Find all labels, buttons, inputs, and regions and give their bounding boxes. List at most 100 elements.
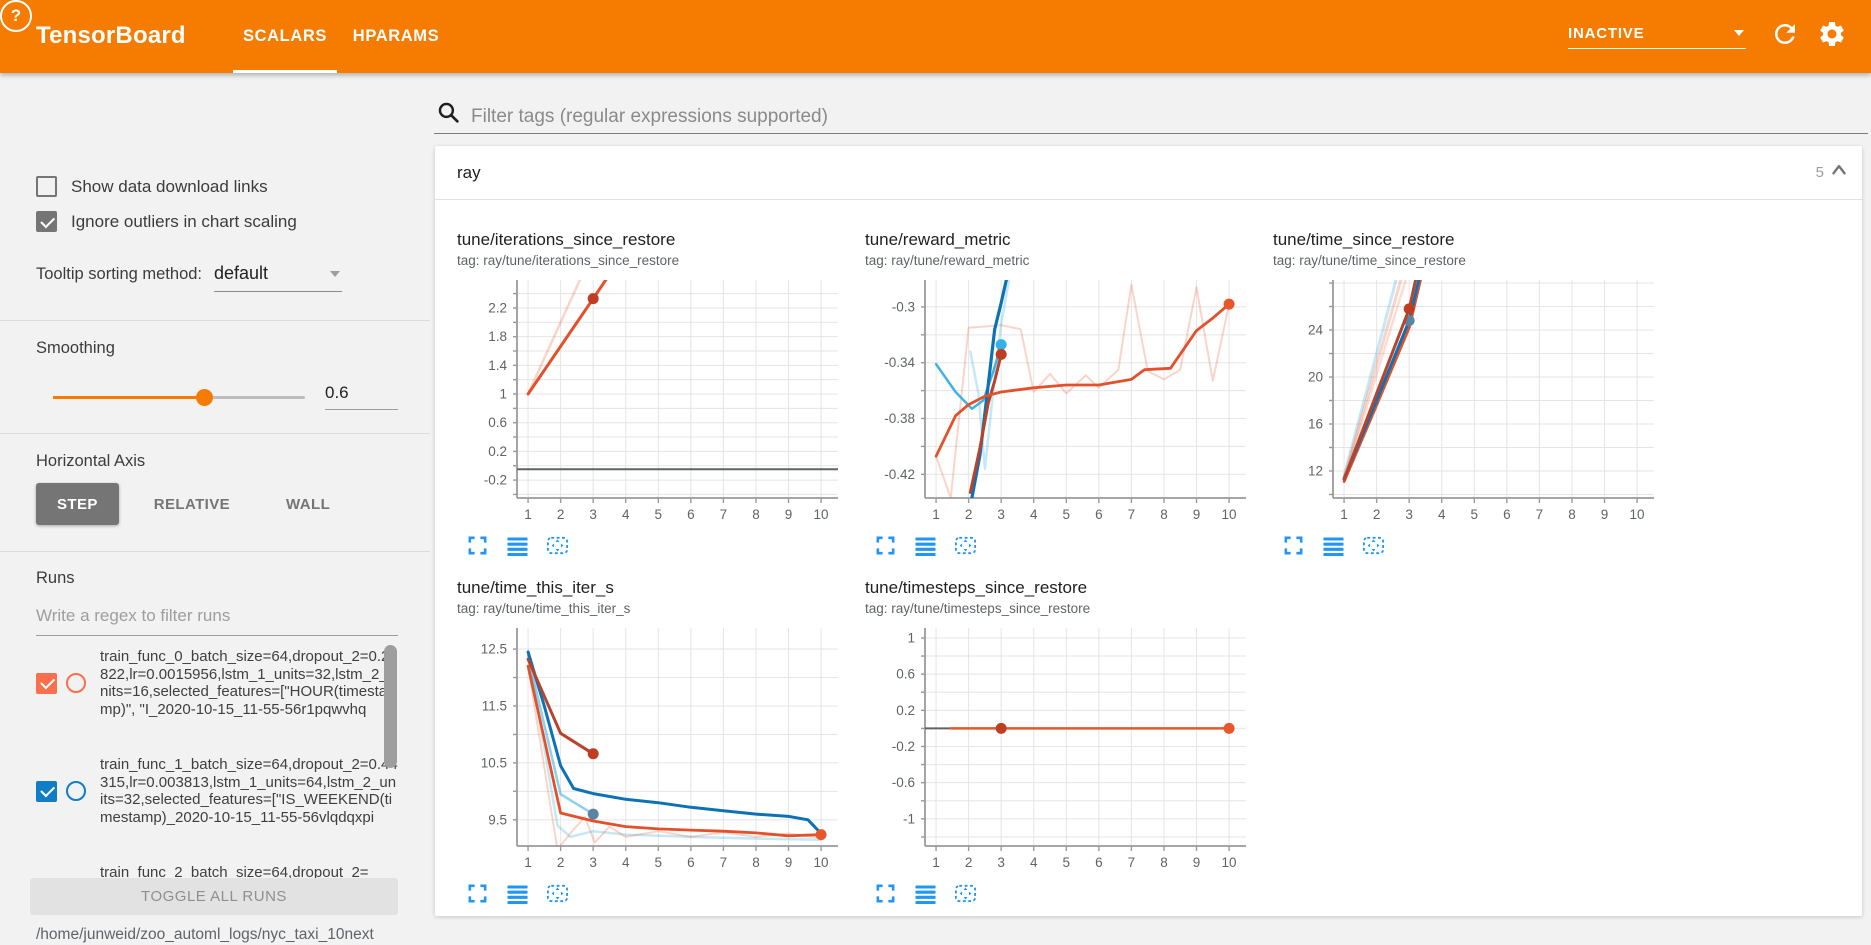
svg-text:16: 16 — [1308, 417, 1323, 432]
chart-plot[interactable]: 1 0.6 0.2 -0.2 -0.6 -1 1 2 3 4 5 6 7 8 9 10 — [865, 624, 1250, 870]
svg-text:10: 10 — [1222, 507, 1237, 521]
tooltip-sorting-select[interactable]: default — [214, 263, 343, 292]
svg-text:10: 10 — [814, 855, 829, 869]
svg-text:4: 4 — [622, 507, 630, 521]
run-visibility-checkbox[interactable] — [36, 780, 57, 802]
svg-text:8: 8 — [1568, 507, 1576, 521]
axis-step-button[interactable]: STEP — [36, 483, 119, 525]
chart-toolbar — [457, 534, 842, 558]
expand-icon[interactable] — [873, 882, 897, 906]
chart-toolbar — [457, 882, 842, 906]
chart-tag: tag: ray/tune/time_this_iter_s — [457, 601, 631, 616]
svg-text:7: 7 — [1536, 507, 1544, 521]
data-table-icon[interactable] — [505, 882, 529, 906]
axis-relative-button[interactable]: RELATIVE — [133, 483, 251, 525]
horizontal-axis-label: Horizontal Axis — [36, 452, 146, 470]
chevron-up-icon[interactable] — [1828, 159, 1850, 186]
fit-domain-icon[interactable] — [545, 882, 569, 906]
tooltip-sorting-label: Tooltip sorting method: — [36, 265, 203, 283]
svg-text:8: 8 — [1160, 507, 1168, 521]
fit-domain-icon[interactable] — [953, 882, 977, 906]
app-header: TensorBoard SCALARS HPARAMS INACTIVE ? — [0, 0, 1871, 73]
fit-domain-icon[interactable] — [1361, 534, 1385, 558]
data-table-icon[interactable] — [505, 534, 529, 558]
tag-group-header[interactable]: ray 5 — [435, 146, 1862, 200]
main-content: ray 5 tune/iterations_since_restore tag: … — [430, 73, 1871, 916]
chart-plot[interactable]: 12.5 11.5 10.5 9.5 1 2 3 4 5 6 7 8 9 10 — [457, 624, 842, 870]
svg-text:12: 12 — [1308, 463, 1323, 478]
tag-filter-input[interactable] — [469, 105, 1868, 129]
refresh-button[interactable] — [1768, 18, 1802, 52]
show-data-download-links-checkbox[interactable] — [36, 176, 57, 197]
svg-text:10: 10 — [814, 507, 829, 521]
run-name[interactable]: train_func_1_batch_size=64,dropout_2=0.4… — [100, 756, 398, 826]
smoothing-value-field[interactable]: 0.6 — [325, 383, 398, 410]
charts-grid: tune/iterations_since_restore tag: ray/tu… — [435, 200, 1862, 926]
svg-text:0.2: 0.2 — [488, 444, 507, 459]
svg-text:-0.42: -0.42 — [884, 467, 915, 482]
run-visibility-checkbox[interactable] — [36, 672, 57, 694]
axis-wall-button[interactable]: WALL — [265, 483, 351, 525]
svg-text:4: 4 — [622, 855, 630, 869]
chart-plot[interactable]: -0.3 -0.34 -0.38 -0.42 1 2 3 4 5 6 7 8 9 10 — [865, 276, 1250, 522]
svg-text:-1: -1 — [903, 811, 915, 826]
sidebar-scrollbar-thumb[interactable] — [384, 645, 397, 768]
toggle-all-runs-button[interactable]: TOGGLE ALL RUNS — [30, 878, 398, 915]
data-table-icon[interactable] — [1321, 534, 1345, 558]
run-name[interactable]: train_func_2_batch_size=64,dropout_2= — [100, 864, 369, 881]
svg-text:6: 6 — [1503, 507, 1511, 521]
svg-text:9: 9 — [1193, 507, 1201, 521]
status-dropdown[interactable]: INACTIVE — [1568, 18, 1746, 49]
chevron-down-icon — [1734, 30, 1744, 36]
smoothing-slider[interactable] — [53, 389, 305, 406]
smoothing-slider-thumb[interactable] — [196, 389, 214, 406]
chart-tag: tag: ray/tune/timesteps_since_restore — [865, 601, 1091, 616]
tag-group-title: ray — [457, 162, 481, 182]
divider — [0, 551, 430, 552]
fit-domain-icon[interactable] — [953, 534, 977, 558]
tag-group-meta: 5 — [1816, 159, 1850, 186]
svg-text:6: 6 — [1095, 507, 1103, 521]
chart-tag: tag: ray/tune/reward_metric — [865, 253, 1030, 268]
expand-icon[interactable] — [465, 534, 489, 558]
fit-domain-icon[interactable] — [545, 534, 569, 558]
svg-text:8: 8 — [1160, 855, 1168, 869]
svg-text:3: 3 — [1405, 507, 1413, 521]
svg-text:5: 5 — [1063, 855, 1071, 869]
chart-toolbar — [865, 534, 1250, 558]
run-radio[interactable] — [66, 781, 86, 801]
runs-filter-input[interactable] — [36, 606, 398, 636]
chart-tag: tag: ray/tune/iterations_since_restore — [457, 253, 680, 268]
search-icon — [434, 100, 469, 134]
settings-button[interactable] — [1815, 18, 1849, 52]
data-table-icon[interactable] — [913, 534, 937, 558]
tab-hparams[interactable]: HPARAMS — [348, 0, 444, 73]
run-name[interactable]: train_func_0_batch_size=64,dropout_2=0.2… — [100, 648, 398, 718]
svg-text:1: 1 — [1340, 507, 1348, 521]
divider — [0, 320, 430, 321]
smoothing-label: Smoothing — [36, 339, 115, 357]
run-radio[interactable] — [66, 673, 86, 693]
ignore-outliers-checkbox[interactable] — [36, 211, 57, 232]
expand-icon[interactable] — [873, 534, 897, 558]
expand-icon[interactable] — [1281, 534, 1305, 558]
help-button[interactable]: ? — [0, 0, 32, 32]
svg-text:7: 7 — [1128, 507, 1136, 521]
svg-text:1: 1 — [907, 630, 915, 645]
chart-title: tune/time_since_restore — [1273, 230, 1455, 249]
svg-text:3: 3 — [589, 507, 597, 521]
tab-hparams-label: HPARAMS — [352, 27, 440, 45]
ignore-outliers-label: Ignore outliers in chart scaling — [71, 211, 297, 231]
status-dropdown-value: INACTIVE — [1568, 24, 1645, 42]
expand-icon[interactable] — [465, 882, 489, 906]
svg-text:-0.38: -0.38 — [884, 411, 915, 426]
chart-toolbar — [865, 882, 1250, 906]
data-table-icon[interactable] — [913, 882, 937, 906]
chart-card-tune-iterations-since-restore: tune/iterations_since_restore tag: ray/tu… — [457, 230, 842, 558]
tooltip-sorting-row: Tooltip sorting method: default — [36, 263, 343, 292]
svg-text:11.5: 11.5 — [482, 698, 507, 713]
tab-scalars[interactable]: SCALARS — [233, 0, 337, 73]
svg-text:20: 20 — [1308, 370, 1323, 385]
chart-plot[interactable]: 2.2 1.8 1.4 1 0.6 0.2 -0.2 1 2 3 4 5 6 7 8 9 10 — [457, 276, 842, 522]
